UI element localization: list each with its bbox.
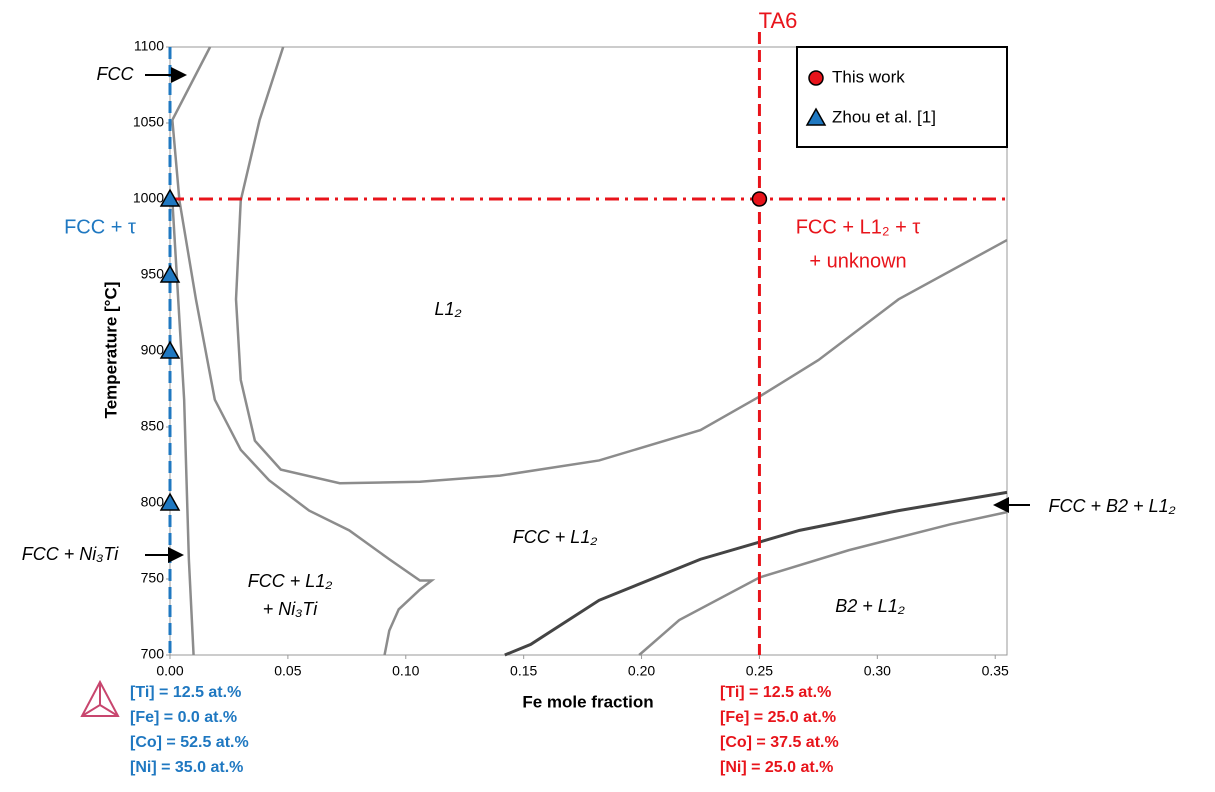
y-tick-label: 1050 xyxy=(133,114,164,130)
x-tick-label: 0.25 xyxy=(746,663,773,679)
composition-text: [Ti] = 12.5 at.% xyxy=(720,684,831,701)
legend-marker xyxy=(808,70,824,86)
phase-boundary xyxy=(504,490,1008,657)
plot-frame xyxy=(169,46,1008,656)
annotation: B2 + L1₂ xyxy=(835,596,905,616)
annotation: FCC + τ xyxy=(64,216,136,238)
y-tick-label: 750 xyxy=(141,570,165,586)
annotation: FCC + L1₂ xyxy=(248,571,333,591)
y-tick-label: 950 xyxy=(141,266,165,282)
x-tick-label: 0.20 xyxy=(628,663,655,679)
annotation: FCC + L1₂ xyxy=(513,527,598,547)
composition-text: [Fe] = 25.0 at.% xyxy=(720,709,836,726)
x-tick-label: 0.30 xyxy=(864,663,891,679)
phase-boundary xyxy=(171,46,212,121)
data-point xyxy=(159,264,181,283)
x-tick-label: 0.15 xyxy=(510,663,537,679)
annotation: + unknown xyxy=(809,250,906,272)
y-tick-label: 900 xyxy=(141,342,165,358)
phase-boundary xyxy=(638,510,1008,656)
y-tick-label: 700 xyxy=(141,646,165,662)
logo xyxy=(80,679,120,717)
data-point xyxy=(159,492,181,511)
composition-text: [Ni] = 25.0 at.% xyxy=(720,759,833,776)
x-tick-label: 0.00 xyxy=(156,663,183,679)
y-axis-label: Temperature [°C] xyxy=(101,282,120,419)
composition-text: [Ni] = 35.0 at.% xyxy=(130,759,243,776)
y-tick-label: 1100 xyxy=(134,38,164,54)
data-point xyxy=(159,340,181,359)
y-tick-label: 850 xyxy=(141,418,165,434)
annotation: L1₂ xyxy=(435,299,462,319)
legend-box xyxy=(796,46,1008,148)
composition-text: [Fe] = 0.0 at.% xyxy=(130,709,237,726)
composition-text: [Ti] = 12.5 at.% xyxy=(130,684,241,701)
data-point xyxy=(159,188,181,207)
phase-boundary xyxy=(171,119,436,656)
legend-marker xyxy=(805,107,827,126)
data-point xyxy=(751,191,768,207)
y-tick-label: 800 xyxy=(141,494,165,510)
annotation: FCC + B2 + L1₂ xyxy=(1049,496,1176,516)
x-tick-label: 0.35 xyxy=(982,663,1009,679)
composition-text: [Co] = 52.5 at.% xyxy=(130,734,249,751)
phase-boundary xyxy=(171,200,195,656)
annotation: TA6 xyxy=(759,8,798,33)
legend-label: Zhou et al. [1] xyxy=(832,107,936,126)
composition-text: [Co] = 37.5 at.% xyxy=(720,734,839,751)
phase-boundary xyxy=(234,46,1008,485)
x-tick-label: 0.05 xyxy=(274,663,301,679)
x-axis-label: Fe mole fraction xyxy=(522,692,653,711)
annotation: FCC xyxy=(97,64,135,84)
annotation: + Ni₃Ti xyxy=(263,599,318,619)
x-tick-label: 0.10 xyxy=(392,663,419,679)
annotation: FCC + Ni₃Ti xyxy=(22,544,119,564)
y-tick-label: 1000 xyxy=(133,190,164,206)
legend-label: This work xyxy=(832,67,905,86)
annotation: FCC + L1₂ + τ xyxy=(796,216,921,238)
